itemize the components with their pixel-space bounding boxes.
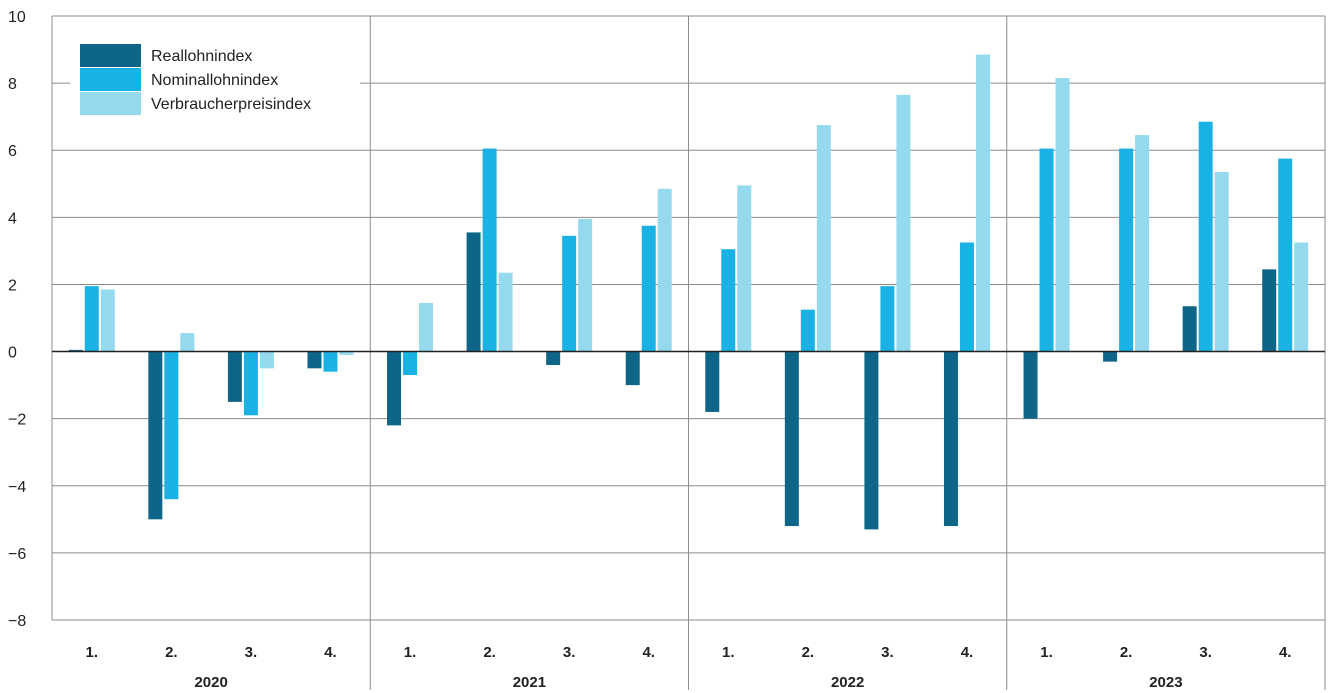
- year-label: 2021: [513, 674, 546, 691]
- bar-nominallohnindex: [243, 351, 258, 416]
- bar-reallohnindex: [307, 351, 322, 369]
- bar-reallohnindex: [943, 351, 958, 527]
- bar-verbraucherpreisindex: [816, 125, 831, 352]
- year-label: 2020: [194, 674, 227, 691]
- bar-verbraucherpreisindex: [339, 351, 354, 355]
- x-tick-label: 3.: [1199, 644, 1212, 661]
- bar-nominallohnindex: [721, 249, 736, 352]
- y-tick-label: 8: [8, 76, 17, 93]
- bar-verbraucherpreisindex: [578, 219, 593, 352]
- bar-verbraucherpreisindex: [975, 54, 990, 352]
- bar-nominallohnindex: [84, 286, 99, 352]
- bar-reallohnindex: [705, 351, 720, 412]
- bar-nominallohnindex: [800, 309, 815, 352]
- x-tick-label: 2.: [802, 644, 815, 661]
- year-label: 2023: [1149, 674, 1182, 691]
- y-tick-label: 2: [8, 277, 17, 294]
- x-tick-label: 3.: [245, 644, 258, 661]
- x-tick-label: 3.: [563, 644, 576, 661]
- bars: [68, 54, 1309, 530]
- bar-verbraucherpreisindex: [1135, 135, 1150, 352]
- x-tick-label: 4.: [961, 644, 974, 661]
- x-tick-label: 2.: [165, 644, 178, 661]
- x-tick-label: 1.: [404, 644, 417, 661]
- y-tick-label: 10: [8, 9, 26, 26]
- bar-reallohnindex: [784, 351, 799, 527]
- x-tick-label: 4.: [642, 644, 655, 661]
- y-tick-label: −4: [8, 479, 26, 496]
- x-tick-label: 3.: [881, 644, 894, 661]
- y-tick-label: 4: [8, 210, 17, 227]
- bar-nominallohnindex: [403, 351, 418, 376]
- bar-verbraucherpreisindex: [1214, 172, 1229, 352]
- bar-nominallohnindex: [164, 351, 179, 500]
- bar-nominallohnindex: [1198, 121, 1213, 352]
- bar-verbraucherpreisindex: [1294, 242, 1309, 352]
- x-tick-label: 2.: [1120, 644, 1133, 661]
- legend-label: Verbraucherpreisindex: [151, 96, 311, 113]
- y-tick-label: 0: [8, 345, 17, 362]
- bar-nominallohnindex: [1278, 158, 1293, 352]
- bar-reallohnindex: [864, 351, 879, 530]
- bar-reallohnindex: [546, 351, 561, 365]
- bar-verbraucherpreisindex: [657, 188, 672, 352]
- bar-reallohnindex: [387, 351, 402, 426]
- bar-verbraucherpreisindex: [737, 185, 752, 352]
- bar-reallohnindex: [148, 351, 163, 520]
- legend-swatch: [80, 68, 141, 91]
- x-tick-label: 1.: [1040, 644, 1053, 661]
- bar-reallohnindex: [68, 349, 83, 352]
- bar-verbraucherpreisindex: [498, 272, 513, 352]
- bar-verbraucherpreisindex: [419, 302, 434, 352]
- axes: 10 8 6 4 2 0 −2 −4 −6 −8 1. 2. 3. 4. 1. 2. 3. 4. 1. 2. 3. 4. 1…: [8, 9, 1325, 691]
- x-tick-label: 1.: [86, 644, 99, 661]
- legend: Reallohnindex Nominallohnindex Verbraucher…: [70, 38, 360, 130]
- bar-reallohnindex: [1103, 351, 1118, 362]
- y-tick-label: −6: [8, 546, 26, 563]
- bar-nominallohnindex: [482, 148, 497, 352]
- x-tick-label: 1.: [722, 644, 735, 661]
- bar-reallohnindex: [227, 351, 242, 402]
- x-tick-label: 2.: [483, 644, 496, 661]
- legend-label: Nominallohnindex: [151, 72, 278, 89]
- bar-reallohnindex: [625, 351, 640, 386]
- bar-nominallohnindex: [562, 235, 577, 352]
- bar-nominallohnindex: [1119, 148, 1134, 352]
- legend-swatch: [80, 92, 141, 115]
- year-label: 2022: [831, 674, 864, 691]
- bar-reallohnindex: [1262, 269, 1277, 352]
- bar-reallohnindex: [1023, 351, 1038, 419]
- y-tick-label: −2: [8, 412, 26, 429]
- bar-verbraucherpreisindex: [180, 333, 195, 352]
- legend-swatch: [80, 44, 141, 67]
- bar-verbraucherpreisindex: [1055, 78, 1070, 352]
- y-tick-label: 6: [8, 143, 17, 160]
- bar-reallohnindex: [1182, 306, 1197, 352]
- x-tick-label: 4.: [324, 644, 337, 661]
- bar-reallohnindex: [466, 232, 481, 352]
- x-tick-label: 4.: [1279, 644, 1292, 661]
- bar-nominallohnindex: [641, 225, 656, 352]
- grid-lines: [51, 15, 1326, 690]
- legend-label: Reallohnindex: [151, 48, 252, 65]
- bar-verbraucherpreisindex: [100, 289, 115, 352]
- bar-nominallohnindex: [1039, 148, 1054, 352]
- bar-nominallohnindex: [323, 351, 338, 372]
- bar-verbraucherpreisindex: [259, 351, 274, 369]
- bar-nominallohnindex: [880, 286, 895, 352]
- bar-nominallohnindex: [959, 242, 974, 352]
- bar-verbraucherpreisindex: [896, 94, 911, 352]
- y-tick-label: −8: [8, 613, 26, 630]
